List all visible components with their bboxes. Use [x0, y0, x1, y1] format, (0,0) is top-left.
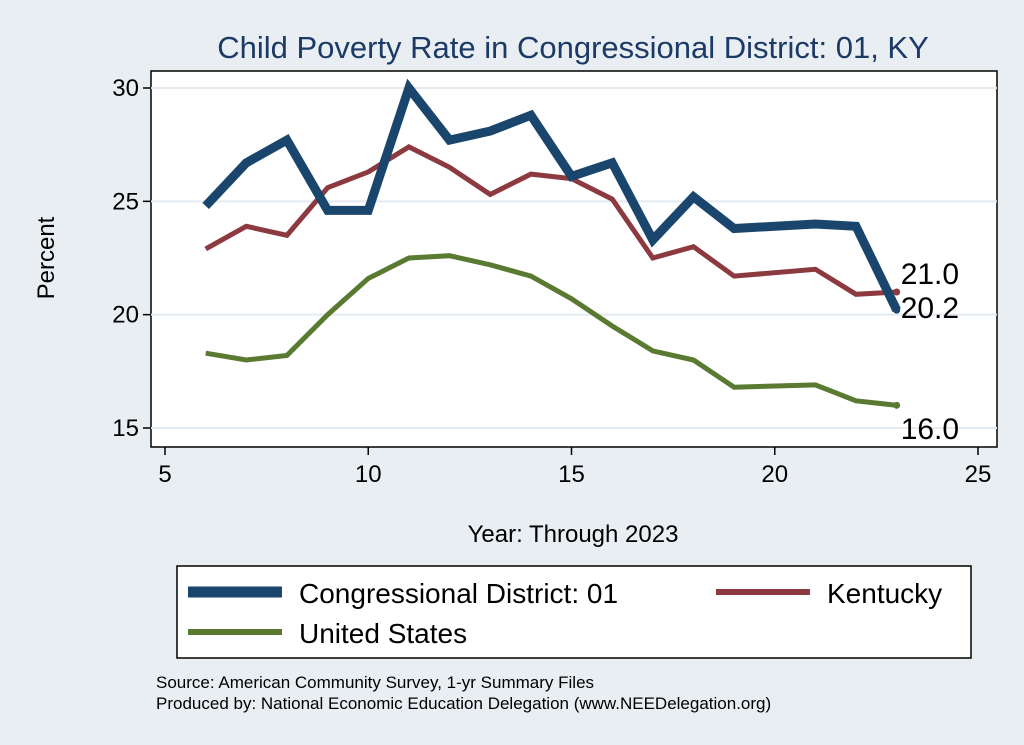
x-tick-label: 15: [558, 461, 585, 488]
y-tick-label: 20: [112, 302, 139, 329]
legend-box: [176, 565, 972, 659]
series-end-point: [893, 288, 901, 296]
x-axis-title: Year: Through 2023: [468, 521, 679, 548]
series-end-point: [893, 401, 901, 409]
y-axis-title: Percent: [33, 216, 60, 299]
legend-label-district: Congressional District: 01: [299, 578, 618, 609]
series-group: [202, 78, 901, 409]
x-tick-label: 5: [158, 461, 171, 488]
x-tick-label: 20: [761, 461, 788, 488]
series-line-district: [202, 78, 901, 313]
end-label-district: 20.2: [901, 292, 959, 325]
series-line-united-states: [205, 253, 897, 408]
x-tick-label: 10: [355, 461, 382, 488]
x-axis: 5 10 15 20 25: [158, 447, 991, 488]
y-tick-label: 25: [112, 188, 139, 215]
chart-title: Child Poverty Rate in Congressional Dist…: [217, 30, 929, 65]
plot-area: [150, 70, 998, 448]
produced-by-line: Produced by: National Economic Education…: [156, 694, 771, 713]
grid-lines: [151, 87, 997, 429]
series-line-kentucky: [204, 144, 897, 297]
legend: Congressional District: 01 Kentucky Unit…: [176, 565, 972, 659]
y-tick-label: 30: [112, 75, 139, 102]
x-tick-label: 25: [965, 461, 992, 488]
y-tick-label: 15: [112, 415, 139, 442]
end-label-united-states: 16.0: [901, 413, 959, 446]
end-labels: 20.221.0 16.0: [901, 258, 959, 446]
source-line: Source: American Community Survey, 1-yr …: [156, 673, 594, 692]
y-axis: 15 20 25 30: [112, 75, 151, 442]
legend-label-kentucky: Kentucky: [827, 578, 942, 609]
end-label-kentucky: 21.0: [901, 258, 959, 291]
series-end-point: [893, 306, 901, 314]
legend-label-united-states: United States: [299, 618, 467, 649]
